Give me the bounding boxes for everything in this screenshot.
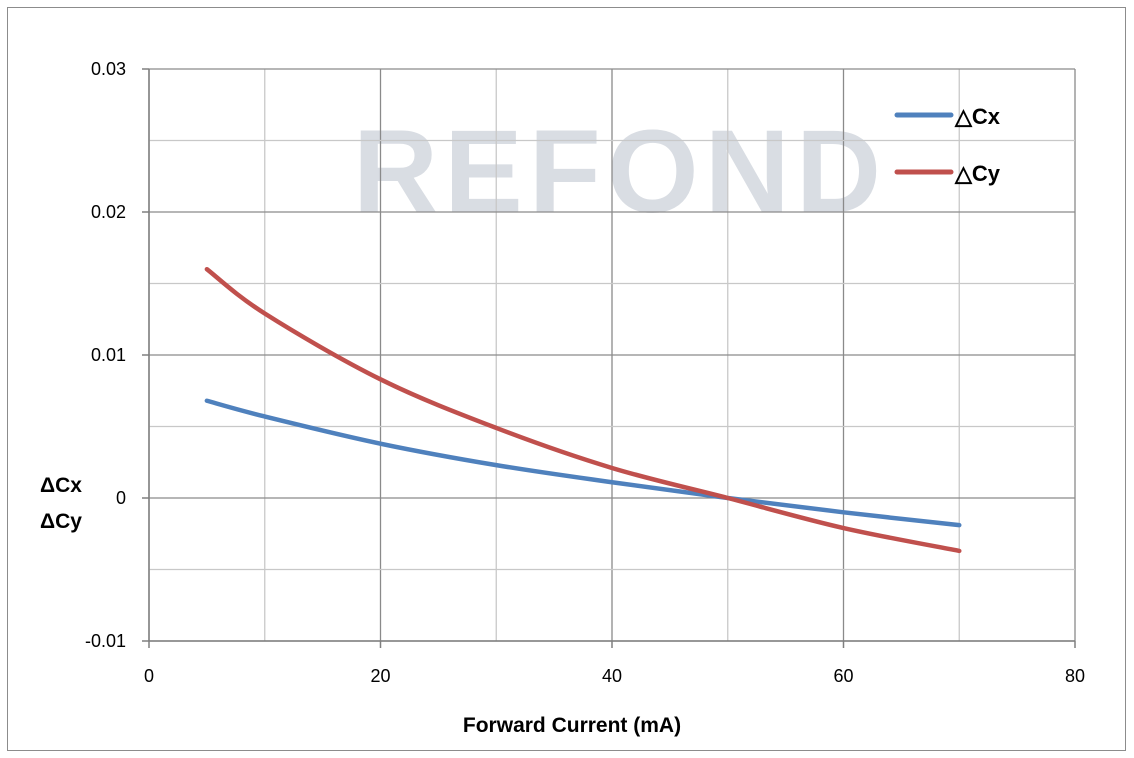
legend-label-cx: △Cx <box>954 104 1001 129</box>
y-axis-title-line-1: ΔCx <box>40 474 82 497</box>
x-tick-label: 80 <box>1065 666 1085 686</box>
series-layer <box>204 266 962 554</box>
y-tick-label: 0.02 <box>91 202 126 222</box>
x-tick-label: 40 <box>602 666 622 686</box>
y-tick-label: -0.01 <box>85 631 126 651</box>
x-axis-title: Forward Current (mA) <box>463 714 681 737</box>
tick-labels: -0.01 0 0.01 0.02 0.03 0 20 40 60 80 <box>85 59 1085 686</box>
y-tick-label: 0.03 <box>91 59 126 79</box>
axes <box>142 68 1076 648</box>
y-tick-label: 0 <box>116 488 126 508</box>
series-line-cy <box>204 266 962 554</box>
y-axis-title-line-2: ΔCy <box>40 510 82 533</box>
series-line-cx <box>204 398 962 528</box>
y-tick-label: 0.01 <box>91 345 126 365</box>
x-tick-label: 20 <box>370 666 390 686</box>
legend-label-cy: △Cy <box>954 161 1001 186</box>
watermark-text: REFOND <box>353 106 887 238</box>
x-tick-label: 60 <box>833 666 853 686</box>
legend: △Cx △Cy <box>894 104 1001 186</box>
chart-frame <box>7 7 1126 751</box>
grid-lines <box>148 68 1076 642</box>
x-tick-label: 0 <box>144 666 154 686</box>
